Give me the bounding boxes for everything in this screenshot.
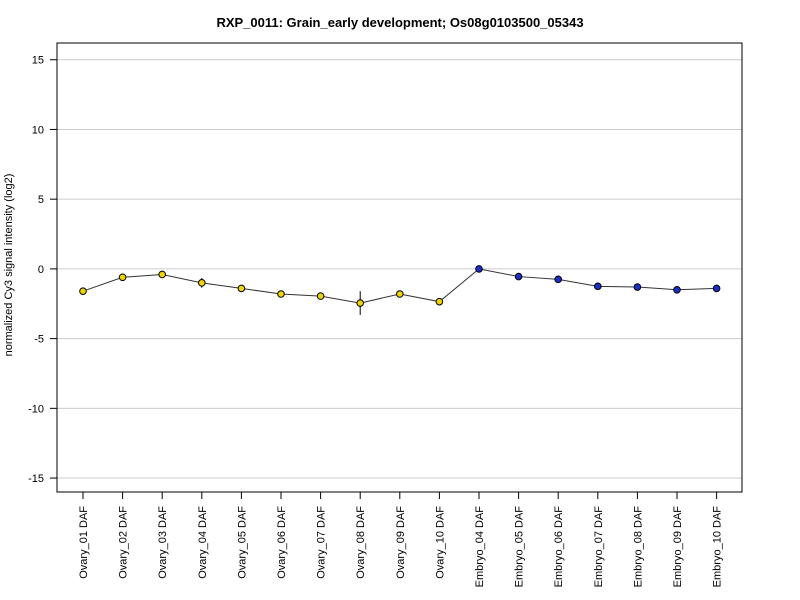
data-points (79, 265, 721, 307)
grid (57, 59, 742, 479)
x-tick-label: Ovary_03 DAF (157, 506, 169, 579)
x-tick-label: Ovary_04 DAF (197, 506, 209, 579)
x-tick-label: Ovary_01 DAF (78, 506, 90, 579)
x-tick-label: Embryo_10 DAF (712, 506, 724, 588)
data-point (514, 272, 523, 281)
x-tick-label: Embryo_06 DAF (553, 506, 565, 588)
x-tick-label: Ovary_07 DAF (316, 506, 328, 579)
data-point (712, 284, 721, 293)
data-point (554, 275, 563, 284)
data-point (396, 290, 404, 298)
series-line-path (82, 268, 717, 304)
data-point (356, 299, 365, 307)
y-tick-label: -15 (28, 473, 44, 485)
y-tick-label: 0 (38, 264, 44, 276)
data-point (673, 286, 681, 294)
data-point (118, 273, 127, 282)
x-tick-label: Embryo_08 DAF (632, 506, 644, 588)
data-point (316, 292, 325, 300)
data-point (79, 287, 87, 296)
x-tick-label: Ovary_05 DAF (236, 506, 248, 579)
y-tick-label: 5 (38, 194, 44, 206)
y-tick-label: 15 (32, 55, 44, 67)
series-line (82, 268, 717, 304)
data-point (594, 282, 602, 291)
data-point (435, 297, 444, 306)
chart-title: RXP_0011: Grain_early development; Os08g… (216, 15, 583, 30)
data-point (158, 270, 166, 279)
x-axis: Ovary_01 DAF Ovary_02 DAF Ovary_03 DAF Ovar… (78, 492, 724, 587)
x-tick-label: Ovary_08 DAF (355, 506, 367, 579)
data-point (198, 279, 206, 287)
x-tick-label: Ovary_02 DAF (118, 506, 130, 579)
data-point (277, 290, 285, 298)
x-tick-label: Embryo_04 DAF (474, 506, 486, 588)
x-tick-label: Embryo_09 DAF (672, 506, 684, 588)
data-point (633, 283, 642, 291)
plot-frame (56, 42, 743, 493)
x-tick-label: Ovary_06 DAF (276, 506, 288, 579)
x-tick-label: Embryo_07 DAF (593, 506, 605, 588)
x-tick-label: Ovary_10 DAF (434, 506, 446, 579)
y-axis: 15 10 5 0 -5 -10 -15 (28, 55, 57, 485)
data-point (475, 265, 483, 273)
y-tick-label: -10 (28, 403, 44, 415)
x-tick-label: Embryo_05 DAF (514, 506, 526, 588)
data-point (237, 284, 246, 293)
y-axis-label: normalized Cy3 signal intensity (log2) (3, 174, 15, 357)
y-tick-label: 10 (32, 124, 44, 136)
x-tick-label: Ovary_09 DAF (395, 506, 407, 579)
y-tick-label: -5 (34, 334, 44, 346)
